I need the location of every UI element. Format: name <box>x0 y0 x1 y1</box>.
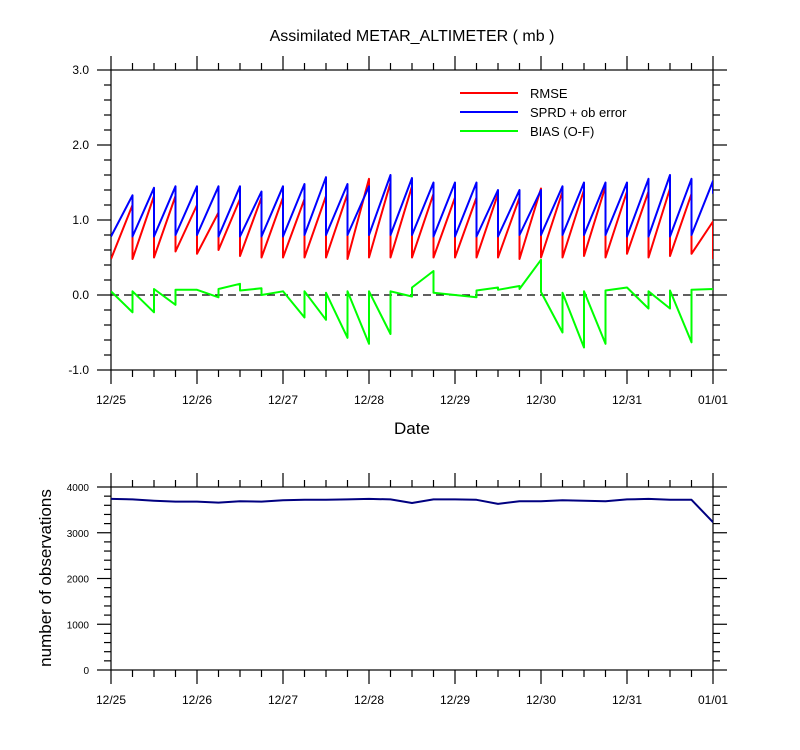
x-tick-label: 12/30 <box>526 393 556 407</box>
y-axis-title-observations: number of observations <box>36 489 55 667</box>
y-tick-label: 0 <box>83 666 89 677</box>
bottom-ticks: 12/25 12/26 12/27 12/28 12/29 12/30 12/31 01/01… <box>67 473 728 707</box>
bottom-plot-panel: 12/25 12/26 12/27 12/28 12/29 12/30 12/31 01/01… <box>67 473 728 707</box>
x-tick-label: 12/25 <box>96 693 126 707</box>
y-tick-label: 1.0 <box>72 213 89 227</box>
x-tick-label: 12/31 <box>612 693 642 707</box>
y-tick-label: 1000 <box>67 620 90 631</box>
x-tick-label: 12/27 <box>268 693 298 707</box>
legend-label-1: SPRD + ob error <box>530 105 627 120</box>
x-tick-label: 12/29 <box>440 693 470 707</box>
x-tick-label: 12/26 <box>182 693 212 707</box>
x-tick-label: 01/01 <box>698 393 728 407</box>
y-tick-label: 3.0 <box>72 63 89 77</box>
y-tick-label: -1.0 <box>68 363 89 377</box>
x-axis-title: Date <box>394 419 430 438</box>
x-tick-label: 01/01 <box>698 693 728 707</box>
series-line-sprd-ob-error <box>111 174 713 238</box>
legend: RMSE SPRD + ob error BIAS (O-F) <box>460 86 627 139</box>
top-series-group <box>111 174 713 349</box>
y-tick-label: 3000 <box>67 529 90 540</box>
legend-label-2: BIAS (O-F) <box>530 124 594 139</box>
bottom-plot-frame <box>110 486 714 671</box>
chart-title: Assimilated METAR_ALTIMETER ( mb ) <box>270 28 555 45</box>
bottom-series-group <box>111 497 713 523</box>
x-tick-label: 12/29 <box>440 393 470 407</box>
top-plot-panel: 12/25 12/26 12/27 12/28 12/29 12/30 12/31 01/01… <box>68 56 728 407</box>
x-tick-label: 12/26 <box>182 393 212 407</box>
y-tick-label: 2.0 <box>72 138 89 152</box>
series-line-observation-count <box>111 497 713 523</box>
y-tick-label: 2000 <box>67 575 90 586</box>
x-tick-label: 12/27 <box>268 393 298 407</box>
x-tick-label: 12/28 <box>354 393 384 407</box>
x-tick-label: 12/30 <box>526 693 556 707</box>
legend-label-0: RMSE <box>530 86 568 101</box>
x-tick-label: 12/28 <box>354 693 384 707</box>
y-tick-label: 4000 <box>67 483 90 494</box>
x-tick-label: 12/25 <box>96 393 126 407</box>
series-line-bias-o-f <box>111 258 713 349</box>
top-ticks: 12/25 12/26 12/27 12/28 12/29 12/30 12/31 01/01… <box>68 56 728 407</box>
y-tick-label: 0.0 <box>72 288 89 302</box>
x-tick-label: 12/31 <box>612 393 642 407</box>
